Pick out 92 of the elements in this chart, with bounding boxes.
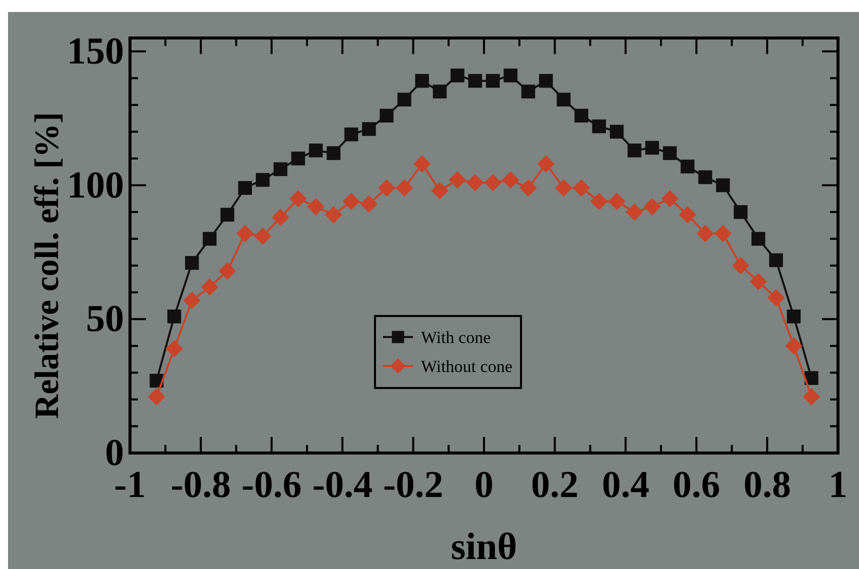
point [486, 74, 500, 88]
point [592, 119, 606, 134]
point [167, 310, 182, 324]
point [272, 208, 290, 226]
x-tick-label: 1 [828, 464, 848, 506]
point [308, 144, 323, 158]
point [628, 144, 642, 158]
point [220, 208, 234, 222]
point [202, 232, 217, 246]
point [734, 205, 748, 219]
point [256, 173, 270, 187]
point [380, 108, 394, 123]
point [696, 224, 714, 242]
x-tick-label: -0.2 [383, 464, 444, 506]
point [396, 179, 413, 197]
y-tick-label: 100 [67, 164, 124, 206]
point [539, 74, 553, 88]
point [537, 155, 555, 172]
point [714, 224, 732, 242]
point [415, 74, 429, 88]
point [448, 171, 466, 189]
y-axis-title: Relative coll. eff. [%] [29, 112, 66, 419]
x-tick-label: 0.6 [672, 464, 720, 506]
point [590, 192, 608, 210]
point [254, 227, 272, 245]
point [468, 74, 482, 88]
point [644, 198, 661, 216]
point [767, 289, 785, 306]
point [804, 371, 818, 385]
point [698, 170, 712, 184]
x-tick-label: 0.8 [743, 464, 791, 506]
point [344, 127, 358, 142]
point [290, 190, 307, 208]
point [802, 388, 820, 406]
point [307, 198, 324, 216]
point [750, 273, 767, 290]
point [556, 92, 571, 106]
point [716, 178, 730, 192]
point [610, 124, 624, 139]
point [432, 84, 447, 98]
point [201, 278, 218, 296]
point [732, 256, 750, 274]
legend-label: With cone [421, 328, 491, 347]
point [397, 92, 412, 106]
point [678, 206, 696, 224]
point [626, 203, 644, 221]
point [751, 232, 766, 246]
point [645, 140, 660, 155]
x-axis-title: sinθ [450, 526, 518, 568]
point [360, 195, 378, 213]
point [450, 68, 464, 82]
point [185, 256, 199, 270]
point [608, 192, 626, 210]
x-tick-label: 0.4 [602, 464, 650, 506]
point [484, 174, 502, 192]
point [413, 155, 431, 172]
point [502, 171, 520, 189]
point [238, 181, 252, 195]
point [342, 192, 360, 210]
point [326, 146, 340, 160]
point [661, 190, 678, 208]
point [555, 179, 572, 197]
point [378, 179, 396, 197]
point [504, 68, 518, 82]
point [324, 206, 342, 224]
legend-label: Without cone [421, 357, 512, 376]
x-tick-label: -0.6 [242, 464, 302, 506]
x-tick-label: 0.2 [531, 464, 579, 506]
point [274, 162, 288, 176]
point [362, 122, 376, 136]
y-tick-label: 50 [86, 298, 124, 340]
point [218, 262, 236, 280]
point [466, 174, 484, 192]
point [572, 179, 590, 197]
point [520, 179, 537, 197]
point [291, 152, 306, 166]
x-tick-label: -0.4 [312, 464, 372, 506]
x-tick-label: -0.8 [170, 464, 231, 506]
y-tick-label: 150 [67, 30, 124, 72]
point [236, 224, 254, 242]
point [680, 160, 694, 174]
point [769, 253, 783, 268]
x-tick-label: 0 [474, 464, 494, 506]
point [785, 337, 802, 355]
point [431, 182, 448, 200]
point [521, 84, 536, 98]
point [166, 340, 183, 358]
point [148, 388, 166, 406]
point [662, 146, 677, 160]
point [786, 310, 801, 324]
point [183, 292, 201, 310]
point [574, 108, 588, 123]
